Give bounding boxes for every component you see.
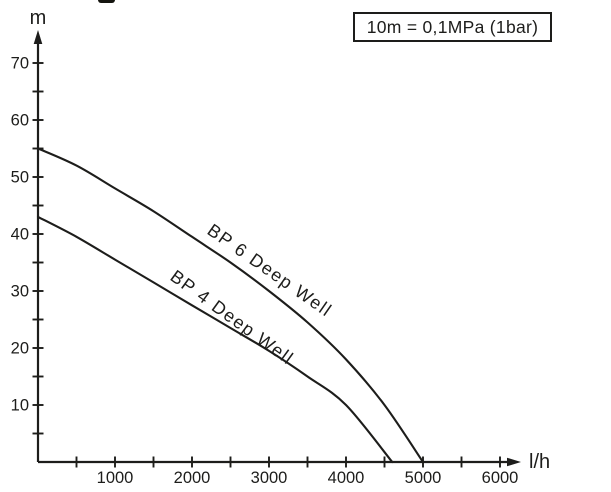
- x-axis-arrow-icon: [507, 457, 521, 467]
- y-tick-label: 60: [11, 112, 29, 130]
- y-tick-label: 10: [11, 397, 29, 415]
- y-tick-label: 30: [11, 283, 29, 301]
- curve-bp-6-deep-well: [36, 147, 425, 464]
- x-tick-label: 3000: [251, 469, 288, 487]
- y-tick-label: 50: [11, 169, 29, 187]
- x-tick-label: 5000: [405, 469, 442, 487]
- y-tick-label: 70: [11, 55, 29, 73]
- x-tick-label: 2000: [174, 469, 211, 487]
- crop-artifact: [98, 0, 115, 3]
- curve-bp-4-deep-well: [36, 215, 394, 464]
- x-tick-label: 6000: [482, 469, 519, 487]
- y-tick-label: 40: [11, 226, 29, 244]
- x-axis-unit-label: l/h: [529, 451, 550, 473]
- pressure-conversion-note: 10m = 0,1MPa (1bar): [353, 12, 552, 42]
- x-tick-label: 1000: [97, 469, 134, 487]
- y-axis-arrow-icon: [33, 30, 43, 44]
- y-axis-unit-label: m: [30, 7, 47, 29]
- x-tick-label: 4000: [328, 469, 365, 487]
- y-tick-label: 20: [11, 340, 29, 358]
